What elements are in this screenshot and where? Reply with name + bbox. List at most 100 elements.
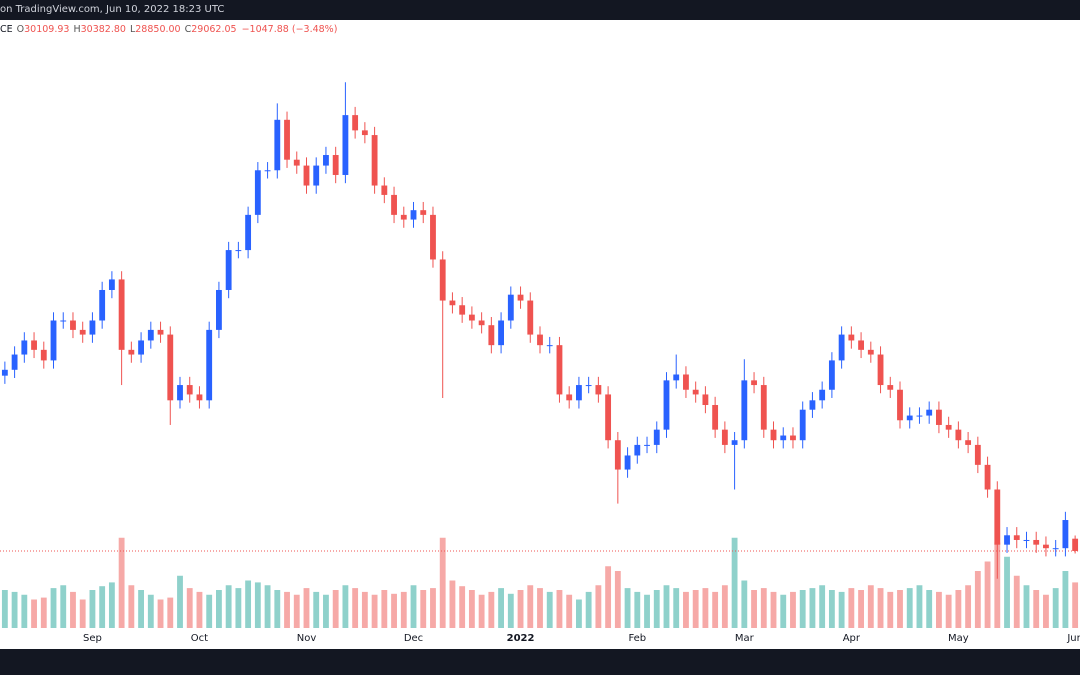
volume-bar bbox=[828, 590, 835, 628]
candle-body bbox=[361, 130, 368, 136]
candle-body bbox=[323, 155, 329, 166]
volume-bar bbox=[1052, 588, 1059, 628]
candle-body bbox=[858, 340, 864, 350]
volume-bar bbox=[245, 580, 252, 628]
volume-bar bbox=[40, 597, 47, 628]
bottom-bar bbox=[0, 649, 1080, 675]
candle-body bbox=[352, 115, 359, 131]
candle-body bbox=[751, 380, 757, 386]
candle-body bbox=[683, 374, 689, 390]
legend-label: O bbox=[16, 24, 25, 35]
volume-bar bbox=[887, 591, 894, 628]
candle-body bbox=[965, 440, 972, 445]
candle-body bbox=[760, 385, 767, 430]
candle-body bbox=[653, 429, 660, 445]
candle-body bbox=[906, 415, 913, 421]
volume-bar bbox=[410, 585, 417, 628]
volume-bar bbox=[790, 591, 796, 628]
top-bar: on TradingView.com, Jun 10, 2022 18:23 U… bbox=[0, 0, 1080, 20]
candle-body bbox=[828, 360, 835, 390]
volume-bar bbox=[595, 585, 602, 628]
volume-bar bbox=[89, 590, 96, 628]
candle-body bbox=[780, 435, 787, 441]
candle-body bbox=[118, 279, 125, 350]
candle-body bbox=[70, 320, 76, 330]
volume-bar bbox=[537, 588, 543, 628]
candle-body bbox=[605, 394, 612, 441]
candle-body bbox=[99, 289, 106, 321]
candle-body bbox=[546, 345, 553, 347]
volume-bar bbox=[1004, 556, 1010, 628]
candle-body bbox=[167, 334, 174, 401]
candle-body bbox=[468, 314, 475, 321]
candle-body bbox=[517, 294, 524, 301]
candle-body bbox=[147, 329, 154, 341]
volume-bar bbox=[702, 588, 709, 628]
volume-bar bbox=[118, 537, 125, 628]
volume-bar bbox=[186, 588, 193, 628]
volume-bar bbox=[70, 591, 76, 628]
candle-body bbox=[488, 325, 495, 346]
volume-bar bbox=[468, 590, 475, 628]
volume-bar bbox=[31, 599, 37, 628]
candle-body bbox=[897, 389, 903, 421]
volume-bar bbox=[391, 593, 397, 628]
volume-bar bbox=[342, 585, 349, 628]
candle-body bbox=[799, 409, 806, 441]
candle-body bbox=[400, 214, 407, 220]
volume-bar bbox=[439, 537, 446, 628]
volume-bar bbox=[644, 594, 650, 628]
volume-bar bbox=[897, 590, 903, 628]
candle-body bbox=[877, 354, 884, 386]
volume-bar bbox=[809, 588, 816, 628]
volume-bar bbox=[692, 590, 699, 628]
candle-body bbox=[245, 214, 252, 251]
volume-bar bbox=[936, 591, 942, 628]
candle-body bbox=[556, 345, 563, 395]
legend-label: H bbox=[73, 24, 81, 35]
x-tick-label: 2022 bbox=[507, 633, 535, 644]
volume-bar bbox=[955, 590, 962, 628]
candle-body bbox=[138, 340, 144, 355]
candle-body bbox=[770, 429, 777, 441]
volume-bar bbox=[284, 591, 290, 628]
candle-body bbox=[790, 435, 796, 441]
candle-body bbox=[1043, 544, 1049, 549]
candle-body bbox=[216, 289, 222, 330]
volume-bar bbox=[235, 588, 242, 628]
volume-bar bbox=[867, 585, 874, 628]
volume-bar bbox=[760, 588, 767, 628]
legend-value: 29062.05 bbox=[191, 24, 237, 35]
volume-bar bbox=[293, 594, 300, 628]
volume-bar bbox=[663, 585, 670, 628]
volume-bar bbox=[264, 585, 271, 628]
volume-bar bbox=[177, 575, 183, 628]
volume-bar bbox=[254, 582, 261, 628]
volume-bar bbox=[128, 585, 135, 628]
volume-bar bbox=[79, 599, 86, 628]
x-tick-label: May bbox=[948, 633, 969, 644]
volume-bar bbox=[507, 593, 514, 628]
candle-body bbox=[566, 394, 573, 401]
volume-bar bbox=[546, 591, 553, 628]
candle-body bbox=[177, 385, 183, 401]
candle-body bbox=[1062, 520, 1069, 549]
volume-bar bbox=[770, 591, 777, 628]
volume-bar bbox=[313, 591, 320, 628]
volume-bar bbox=[926, 590, 933, 628]
legend-label: L bbox=[129, 24, 136, 35]
candle-body bbox=[887, 385, 894, 390]
volume-bar bbox=[877, 588, 884, 628]
candle-body bbox=[838, 334, 845, 361]
candle-body bbox=[225, 250, 232, 290]
candle-body bbox=[692, 389, 699, 395]
candle-body bbox=[128, 349, 135, 355]
candle-body bbox=[848, 334, 855, 341]
volume-bar bbox=[605, 566, 612, 628]
candle-body bbox=[741, 380, 748, 441]
volume-bar bbox=[585, 591, 592, 628]
candle-body bbox=[867, 349, 874, 355]
candle-body bbox=[819, 389, 826, 401]
volume-bar bbox=[488, 591, 495, 628]
